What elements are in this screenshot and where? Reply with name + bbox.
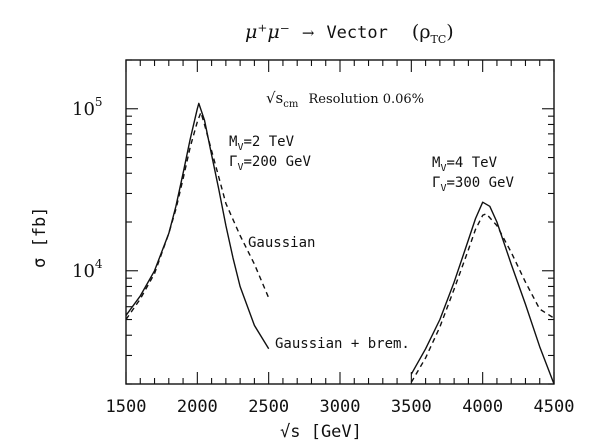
peak1-mass-label: MV=2 TeV: [229, 134, 295, 153]
x-tick-label: 3000: [320, 397, 361, 417]
y-axis-tick-labels: 105 104: [72, 95, 103, 282]
title-lhs: μ⁺μ⁻: [245, 21, 290, 43]
chart-title: μ⁺μ⁻ → Vector (ρTC): [245, 21, 454, 46]
gaussian-curve: [410, 213, 555, 383]
peak2-width-label: ΓV=300 GeV: [432, 175, 514, 194]
y-tick-label: 105: [72, 95, 103, 120]
title-rhs: Vector: [326, 23, 387, 43]
x-axis-tick-labels: 1500 2000 2500 3000 3500 4000 4500: [106, 397, 575, 417]
peak2-mass-label: MV=4 TeV: [432, 155, 498, 174]
resolution-sqrt: √s: [266, 89, 283, 107]
x-tick-label: 4000: [462, 397, 503, 417]
resolution-annotation: √scm Resolution 0.06%: [266, 89, 424, 111]
resolution-sub: cm: [283, 99, 299, 110]
y-axis-ticks: [126, 59, 554, 385]
x-tick-label: 4500: [534, 397, 575, 417]
title-paren-sub: TC: [431, 33, 447, 46]
x-tick-label: 2500: [248, 397, 289, 417]
gaussian-brem-label: Gaussian + brem.: [275, 336, 410, 352]
x-tick-label: 2000: [177, 397, 218, 417]
gaussian-curve: [125, 111, 270, 320]
y-tick-label: 104: [72, 257, 103, 282]
gaussian-brem-curve: [410, 201, 555, 385]
title-paren-close: ): [446, 21, 453, 43]
x-axis-label: √s [GeV]: [280, 422, 362, 442]
gaussian-label: Gaussian: [248, 235, 315, 251]
peak1-width-label: ΓV=200 GeV: [229, 154, 311, 173]
x-tick-label: 1500: [106, 397, 147, 417]
y-axis-label: σ [fb]: [30, 207, 50, 268]
resolution-text: Resolution 0.06%: [309, 92, 425, 107]
title-paren: (ρ: [412, 21, 431, 43]
x-tick-label: 3500: [391, 397, 432, 417]
x-axis-ticks: [125, 60, 555, 384]
title-arrow: →: [302, 24, 315, 42]
series-curves: [125, 102, 555, 385]
